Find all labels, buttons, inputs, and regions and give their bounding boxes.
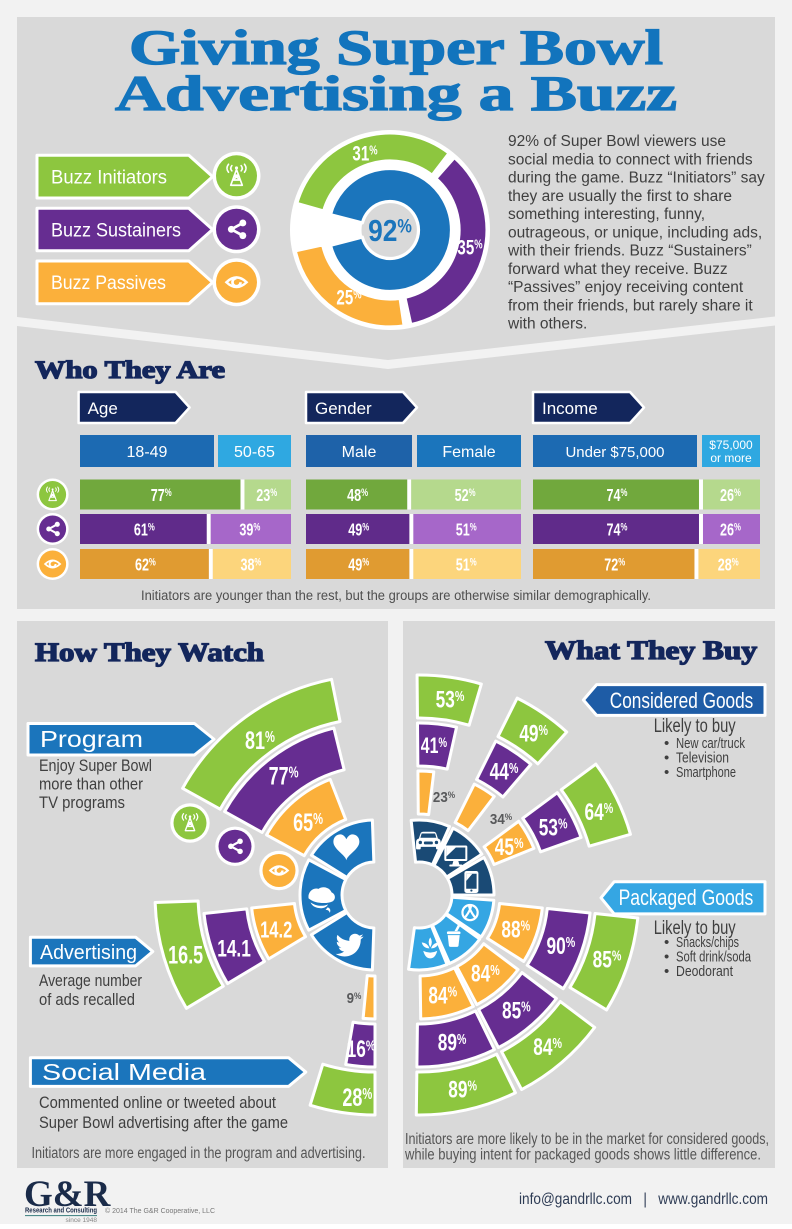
svg-text:Buzz Passives: Buzz Passives [51,273,166,294]
svg-text:What They Buy: What They Buy [545,636,757,665]
svg-text:Buzz Initiators: Buzz Initiators [51,168,167,189]
svg-text:with others.: with others. [507,316,587,333]
svg-text:G&R: G&R [24,1174,112,1215]
svg-text:Likely to buy: Likely to buy [654,918,736,939]
svg-text:$75,000: $75,000 [709,438,753,452]
svg-text:Advertising: Advertising [40,942,137,964]
svg-text:Income: Income [542,399,598,418]
svg-text:Snacks/chips: Snacks/chips [676,934,739,951]
svg-text:Giving Super Bowl: Giving Super Bowl [129,19,663,75]
svg-text:outrageous, or unique, includi: outrageous, or unique, including ads, [508,224,762,241]
svg-text:Commented online or tweeted ab: Commented online or tweeted about [39,1094,276,1112]
svg-text:Social Media: Social Media [42,1059,206,1085]
svg-text:18-49: 18-49 [127,444,168,461]
svg-text:more than other: more than other [39,776,143,794]
svg-text:14.2: 14.2 [260,918,292,943]
svg-text:or more: or more [710,451,752,465]
svg-text:Gender: Gender [315,399,372,418]
svg-text:with their friends. Buzz “Sust: with their friends. Buzz “Sustainers” [507,243,752,260]
svg-text:social media to connect with f: social media to connect with friends [508,151,753,168]
svg-text:Soft drink/soda: Soft drink/soda [676,949,751,966]
svg-text:Age: Age [88,399,118,418]
svg-text:Female: Female [442,444,495,461]
svg-text:“Passives” enjoy receiving con: “Passives” enjoy receiving content [508,279,744,296]
svg-text:during the game. Buzz “Initiat: during the game. Buzz “Initiators” say [508,170,765,187]
svg-text:31%: 31% [352,141,377,165]
svg-text:Smartphone: Smartphone [676,764,736,781]
svg-text:Advertising a Buzz: Advertising a Buzz [115,65,677,121]
svg-text:Under $75,000: Under $75,000 [566,444,665,461]
svg-text:forward what they receive. Buz: forward what they receive. Buzz [508,261,728,278]
svg-text:Likely to buy: Likely to buy [654,716,736,737]
svg-text:Program: Program [40,726,143,752]
svg-text:Research and Consulting: Research and Consulting [25,1206,97,1215]
svg-text:Average number: Average number [39,972,142,990]
svg-text:info@gandrllc.com | www.ga: info@gandrllc.com | www.gandrllc.com [519,1191,768,1208]
svg-text:Deodorant: Deodorant [676,963,734,980]
svg-text:from their friends, but rarely: from their friends, but rarely share it [508,297,753,314]
svg-text:Initiators are younger than th: Initiators are younger than the rest, bu… [141,588,651,603]
svg-text:they are usually the first to: they are usually the first to share [508,188,732,205]
svg-text:TV programs: TV programs [39,794,125,812]
svg-text:•: • [664,735,669,752]
svg-text:16.5: 16.5 [168,941,203,970]
svg-text:84%: 84% [428,983,457,1009]
svg-text:14.1: 14.1 [217,936,251,962]
svg-text:New car/truck: New car/truck [676,735,745,752]
svg-text:Male: Male [342,444,377,461]
svg-text:Enjoy Super Bowl: Enjoy Super Bowl [39,757,152,775]
svg-text:92% of Super Bowl viewers use: 92% of Super Bowl viewers use [508,133,726,150]
svg-text:Who They Are: Who They Are [35,357,225,384]
svg-text:since 1948: since 1948 [66,1217,98,1224]
svg-text:Buzz Sustainers: Buzz Sustainers [51,221,181,242]
svg-text:something interesting, funny,: something interesting, funny, [508,206,705,223]
svg-text:Considered Goods: Considered Goods [610,688,754,713]
svg-text:Super Bowl advertising after t: Super Bowl advertising after the game [39,1114,288,1132]
svg-text:Initiators are more engaged in: Initiators are more engaged in the progr… [32,1145,366,1162]
svg-text:How They Watch: How They Watch [35,638,265,667]
svg-text:Initiators are more likely to: Initiators are more likely to be in the … [405,1131,769,1148]
svg-text:•: • [664,764,669,781]
svg-text:while buying intent for packag: while buying intent for packaged goods s… [404,1147,761,1164]
svg-text:Packaged Goods: Packaged Goods [619,885,754,910]
svg-text:Television: Television [676,750,729,767]
svg-text:•: • [664,949,669,966]
svg-text:of ads recalled: of ads recalled [39,991,135,1009]
svg-text:50-65: 50-65 [234,444,275,461]
svg-text:•: • [664,750,669,767]
svg-text:•: • [664,934,669,951]
svg-text:© 2014 The G&R Cooperative, LL: © 2014 The G&R Cooperative, LLC [105,1206,216,1215]
svg-text:•: • [664,963,669,980]
